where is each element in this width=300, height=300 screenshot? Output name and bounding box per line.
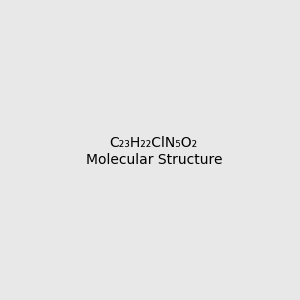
Text: C₂₃H₂₂ClN₅O₂
Molecular Structure: C₂₃H₂₂ClN₅O₂ Molecular Structure (85, 136, 222, 166)
